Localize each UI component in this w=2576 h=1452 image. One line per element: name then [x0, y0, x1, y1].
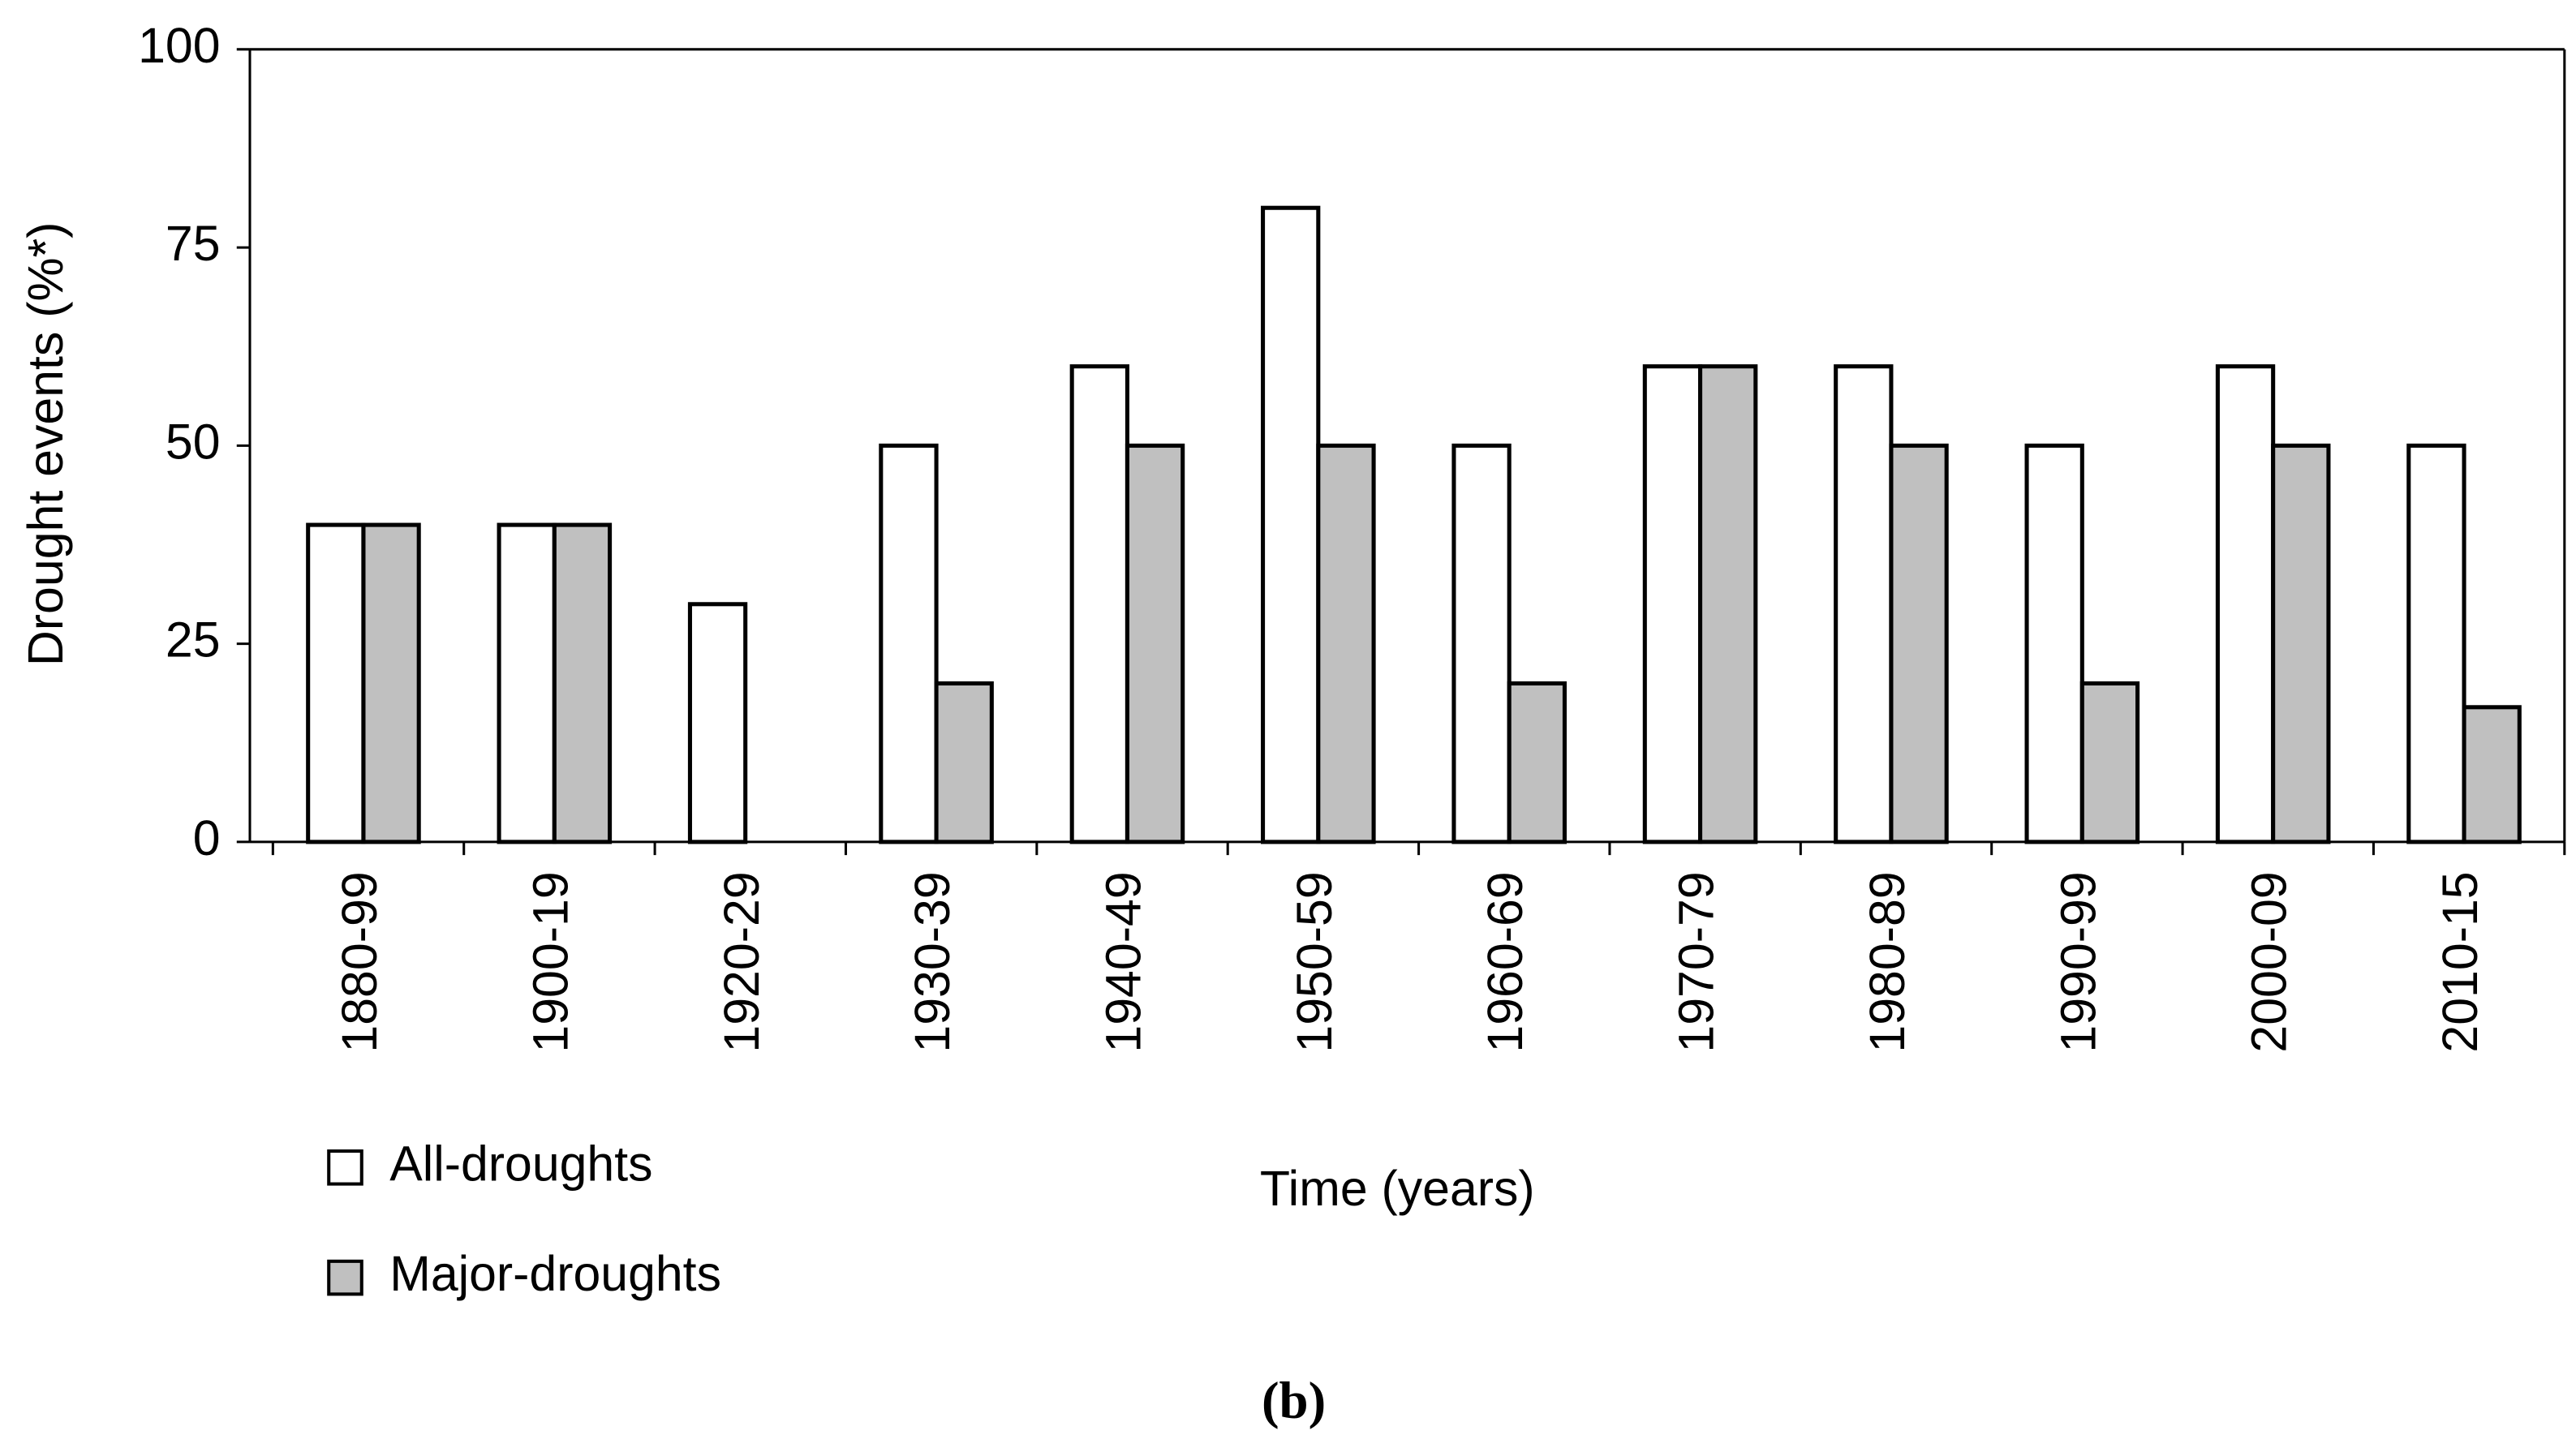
y-axis-title: Drought events (%*): [18, 222, 73, 667]
bar: [879, 443, 939, 844]
bar: [2079, 681, 2140, 844]
legend-label: Major-droughts: [389, 1246, 721, 1301]
bar: [361, 522, 421, 844]
bar: [552, 522, 613, 844]
x-tick-label: 1960-69: [1477, 871, 1533, 1052]
x-tick-label: 1950-59: [1287, 871, 1342, 1052]
x-tick-label: 1880-99: [332, 871, 387, 1052]
bar: [2462, 705, 2522, 844]
y-tick-label: 75: [166, 216, 221, 271]
bar: [1698, 364, 1758, 844]
y-tick-label: 100: [138, 18, 220, 73]
y-tick-label: 0: [193, 810, 221, 866]
legend-label: All-droughts: [389, 1136, 652, 1191]
bar: [1261, 205, 1321, 844]
x-tick-label: 2000-09: [2242, 871, 2297, 1052]
bar: [306, 522, 366, 844]
bar: [2406, 443, 2466, 844]
bar: [1451, 443, 1512, 844]
bar: [1125, 443, 1185, 844]
bar: [1069, 364, 1129, 844]
bar: [687, 602, 748, 844]
x-tick-label: 1990-99: [2050, 871, 2105, 1052]
x-tick-label: 1970-79: [1669, 871, 1724, 1052]
bar: [1642, 364, 1703, 844]
legend-swatch: [327, 1259, 363, 1296]
x-tick-label: 2010-15: [2432, 871, 2488, 1052]
bar: [497, 522, 557, 844]
x-axis-title: Time (years): [1260, 1161, 1535, 1216]
x-tick-label: 1900-19: [523, 871, 578, 1052]
bar: [1834, 364, 1894, 844]
bar: [1889, 443, 1949, 844]
bar: [2024, 443, 2084, 844]
bar: [1507, 681, 1567, 844]
x-tick-label: 1940-49: [1096, 871, 1151, 1052]
legend-swatch: [327, 1149, 363, 1186]
x-tick-label: 1980-89: [1860, 871, 1915, 1052]
bar: [2271, 443, 2331, 844]
bar: [934, 681, 994, 844]
x-tick-label: 1930-39: [905, 871, 960, 1052]
y-tick-label: 25: [166, 612, 221, 668]
x-tick-label: 1920-29: [714, 871, 769, 1052]
bar: [1316, 443, 1376, 844]
caption: (b): [1262, 1372, 1326, 1430]
y-tick-label: 50: [166, 414, 221, 469]
bar: [2215, 364, 2276, 844]
